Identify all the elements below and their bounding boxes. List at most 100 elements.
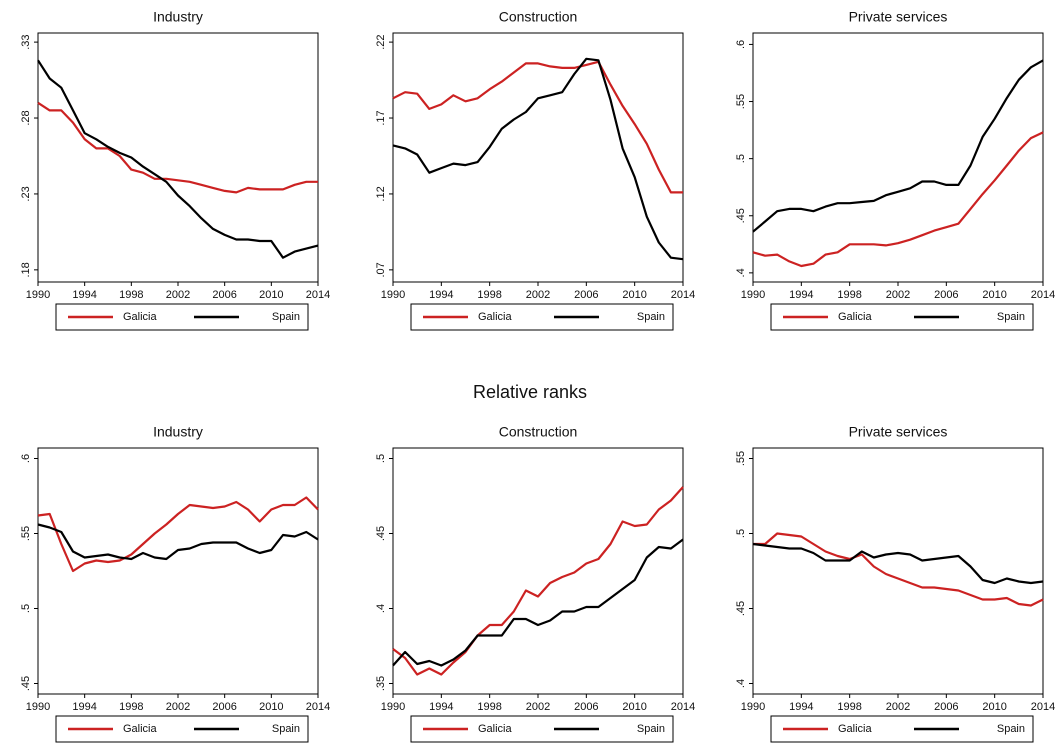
x-tick-label: 1998 <box>837 289 861 301</box>
legend-label: Spain <box>272 311 300 323</box>
y-tick-label: .33 <box>20 34 32 49</box>
x-tick-label: 1994 <box>789 701 813 713</box>
x-tick-label: 1990 <box>381 289 405 301</box>
y-tick-label: .4 <box>375 604 387 613</box>
legend-label: Galicia <box>123 723 158 735</box>
y-tick-label: .4 <box>735 679 747 688</box>
x-tick-label: 1990 <box>26 289 50 301</box>
x-tick-label: 1990 <box>381 701 405 713</box>
panel: Private services .4 .45 .5 .55 .6 1990 1994 1998… <box>735 9 1055 331</box>
x-tick-label: 1998 <box>119 701 143 713</box>
panel-title: Private services <box>849 9 948 25</box>
x-tick-label: 1990 <box>741 289 765 301</box>
y-tick-label: .5 <box>735 529 747 538</box>
x-tick-label: 2002 <box>166 289 190 301</box>
x-tick-label: 2002 <box>526 289 550 301</box>
y-tick-label: .6 <box>735 40 747 49</box>
legend-box <box>770 303 1034 331</box>
x-tick-label: 2010 <box>982 289 1006 301</box>
y-tick-label: .55 <box>20 526 32 541</box>
plot-frame <box>752 447 1044 695</box>
plot-frame <box>37 447 319 695</box>
series-line <box>37 496 319 573</box>
y-tick-label: .5 <box>735 154 747 163</box>
series-line <box>37 101 318 194</box>
series-line <box>392 57 684 261</box>
series-line <box>753 532 1044 607</box>
y-tick-label: .5 <box>20 604 32 613</box>
y-tick-label: .45 <box>735 601 747 616</box>
x-tick-label: 1994 <box>72 289 96 301</box>
x-tick-label: 1994 <box>429 701 453 713</box>
series-line <box>752 59 1044 233</box>
x-tick-label: 2006 <box>212 701 236 713</box>
x-tick-label: 1990 <box>741 701 765 713</box>
y-tick-label: .23 <box>20 186 32 201</box>
panel: Construction .35 .4 .45 .5 1990 1994 1998 2002 20… <box>375 424 695 743</box>
y-tick-label: .17 <box>375 110 387 125</box>
legend-box <box>55 303 309 331</box>
y-tick-label: .35 <box>375 676 387 691</box>
legend-label: Spain <box>997 723 1025 735</box>
panel-title: Industry <box>153 9 203 25</box>
y-tick-label: .5 <box>375 454 387 463</box>
x-tick-label: 1994 <box>789 289 813 301</box>
y-tick-label: .12 <box>375 186 387 201</box>
legend-label: Spain <box>272 723 300 735</box>
x-tick-label: 2010 <box>259 701 283 713</box>
x-tick-label: 2006 <box>934 289 958 301</box>
legend-label: Spain <box>637 311 665 323</box>
plot-frame <box>392 32 684 283</box>
x-tick-label: 2002 <box>526 701 550 713</box>
x-tick-label: 1998 <box>477 289 501 301</box>
y-tick-label: .28 <box>20 110 32 125</box>
y-tick-label: .07 <box>375 262 387 277</box>
legend-box <box>410 715 674 743</box>
series-line <box>392 538 684 667</box>
y-tick-label: .45 <box>20 676 32 691</box>
panel-title: Private services <box>849 424 948 440</box>
series-line <box>37 523 319 561</box>
x-tick-label: 2014 <box>306 289 330 301</box>
y-tick-label: .55 <box>735 94 747 109</box>
x-tick-label: 2006 <box>212 289 236 301</box>
y-tick-label: .22 <box>375 34 387 49</box>
x-tick-label: 2010 <box>259 289 283 301</box>
x-tick-label: 2006 <box>574 289 598 301</box>
y-tick-label: .55 <box>735 451 747 466</box>
legend-label: Spain <box>637 723 665 735</box>
x-tick-label: 2014 <box>306 701 330 713</box>
legend-label: Galicia <box>838 311 873 323</box>
x-tick-label: 2010 <box>622 701 646 713</box>
legend-box <box>410 303 674 331</box>
x-tick-label: 2010 <box>982 701 1006 713</box>
series-line <box>752 542 1044 585</box>
series-line <box>392 60 683 194</box>
panel: Construction .07 .12 .17 .22 1990 1994 1998 2002… <box>375 9 695 331</box>
legend-label: Galicia <box>838 723 873 735</box>
y-tick-label: .45 <box>375 526 387 541</box>
x-tick-label: 2002 <box>886 289 910 301</box>
legend-label: Galicia <box>478 723 513 735</box>
x-tick-label: 2014 <box>1031 701 1055 713</box>
legend-box <box>770 715 1034 743</box>
y-tick-label: .18 <box>20 262 32 277</box>
legend-label: Galicia <box>123 311 158 323</box>
x-tick-label: 2014 <box>671 289 695 301</box>
series-line <box>37 59 319 259</box>
legend-label: Spain <box>997 311 1025 323</box>
panel: Industry .18 .23 .28 .33 1990 1994 1998 2002 2006… <box>20 9 330 331</box>
series-line <box>752 131 1044 268</box>
x-tick-label: 2002 <box>886 701 910 713</box>
plot-frame <box>37 32 319 283</box>
x-tick-label: 1998 <box>119 289 143 301</box>
panel-title: Construction <box>499 424 578 440</box>
plot-frame <box>752 32 1044 283</box>
x-tick-label: 2010 <box>622 289 646 301</box>
x-tick-label: 1998 <box>477 701 501 713</box>
x-tick-label: 1994 <box>72 701 96 713</box>
x-tick-label: 2014 <box>1031 289 1055 301</box>
x-tick-label: 2006 <box>574 701 598 713</box>
